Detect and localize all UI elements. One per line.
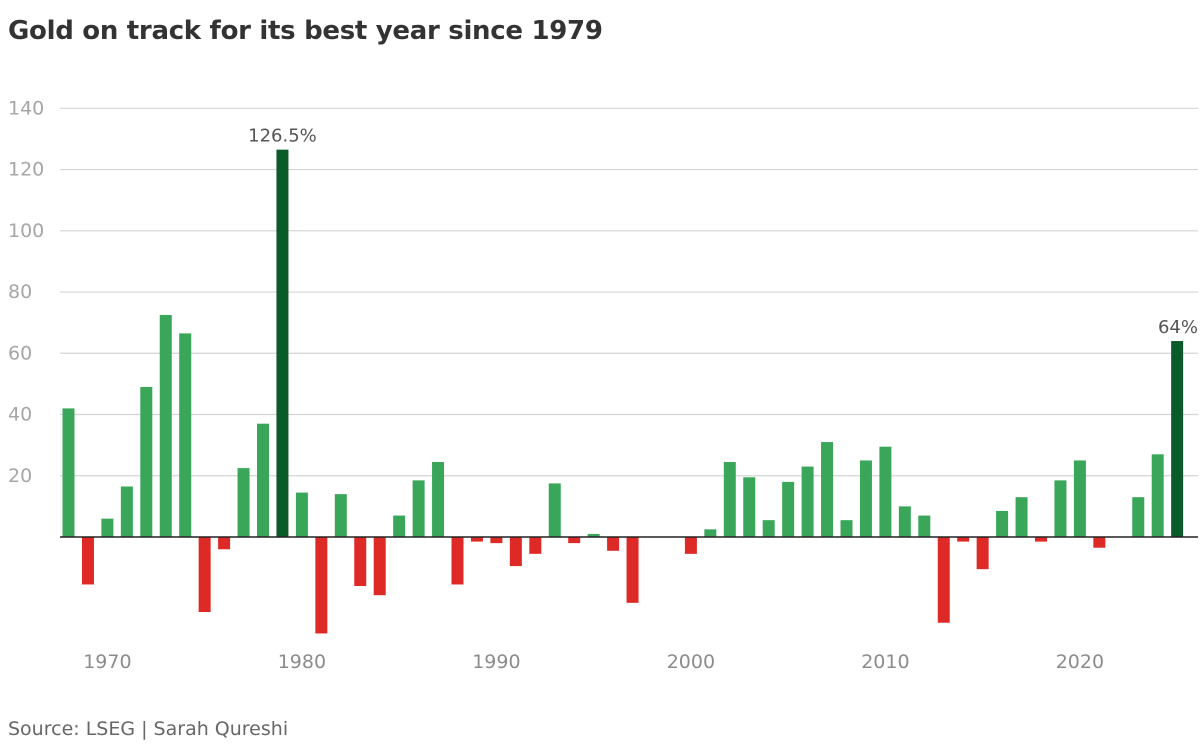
bar-2008 [840,520,853,537]
x-tick-label: 1990 [472,651,520,673]
bar-2019 [1054,480,1067,537]
bar-2001 [704,529,717,537]
y-tick-label: 120 [8,159,44,181]
x-tick-label: 2020 [1056,651,1104,673]
bar-2006 [801,466,814,537]
gridlines [60,107,1198,477]
bar-1994 [568,537,581,544]
bar-1995 [587,533,600,537]
x-axis-ticks: 1970 1980 1990 2000 2010 2020 [83,651,1104,673]
bar-1986 [412,480,425,537]
bar-1973 [159,315,172,537]
bar-2015 [976,537,989,570]
bar-1969 [81,537,94,585]
bar-2003 [743,477,756,537]
bar-2011 [898,506,911,537]
bar-2004 [762,520,775,537]
bar-2021 [1093,537,1106,548]
bar-2010 [879,446,892,537]
y-tick-label: 100 [8,220,44,242]
y-tick-label: 20 [8,465,32,487]
bar-1993 [548,483,561,537]
bar-1983 [354,537,367,586]
y-tick-label: 140 [8,97,44,119]
bar-1980 [295,492,308,537]
y-tick-label: 80 [8,281,32,303]
bar-1989 [470,537,483,542]
bar-2025 [1171,341,1184,537]
bar-2007 [821,442,834,537]
source-note: Source: LSEG | Sarah Qureshi [8,718,289,740]
bar-1970 [101,518,114,537]
bar-2005 [782,481,795,537]
bar-2024 [1151,454,1164,537]
bar-1974 [179,333,192,537]
bar-1992 [529,537,542,554]
bar-2020 [1073,460,1086,537]
bar-1981 [315,537,328,634]
bar-1990 [490,537,503,544]
bar-1976 [218,537,231,550]
bar-2016 [996,510,1009,537]
bar-2023 [1132,497,1145,537]
bar-2000 [684,537,697,554]
bar-1982 [334,494,347,537]
bar-1975 [198,537,211,613]
chart-title: Gold on track for its best year since 19… [8,16,603,46]
bar-2018 [1035,537,1047,542]
data-label: 64% [1158,317,1198,338]
x-tick-label: 2010 [861,651,909,673]
bar-1987 [432,461,445,537]
bar-2014 [957,537,970,542]
x-tick-label: 1980 [278,651,326,673]
bar-1971 [120,486,133,537]
bar-1972 [140,386,153,537]
data-labels: 126.5% 64% [248,126,1198,338]
bar-1979 [276,149,289,538]
bar-1985 [393,515,406,537]
x-tick-label: 2000 [667,651,715,673]
bar-2012 [918,515,931,537]
bar-1997 [626,537,639,603]
bar-1996 [607,537,620,551]
bar-2017 [1015,497,1028,537]
bar-2002 [723,461,736,537]
bar-1978 [257,423,269,537]
bar-1968 [62,408,75,537]
bars [62,149,1184,634]
x-tick-label: 1970 [83,651,131,673]
bar-2009 [859,460,872,537]
y-tick-label: 40 [8,404,32,426]
y-tick-label: 60 [8,342,32,364]
bar-1984 [373,537,386,596]
y-axis-ticks: 20 40 60 80 100 120 140 [8,97,44,486]
bar-1977 [237,468,250,537]
bar-2013 [937,537,950,623]
bar-1988 [451,537,464,585]
bar-1991 [509,537,522,567]
data-label: 126.5% [248,126,317,147]
